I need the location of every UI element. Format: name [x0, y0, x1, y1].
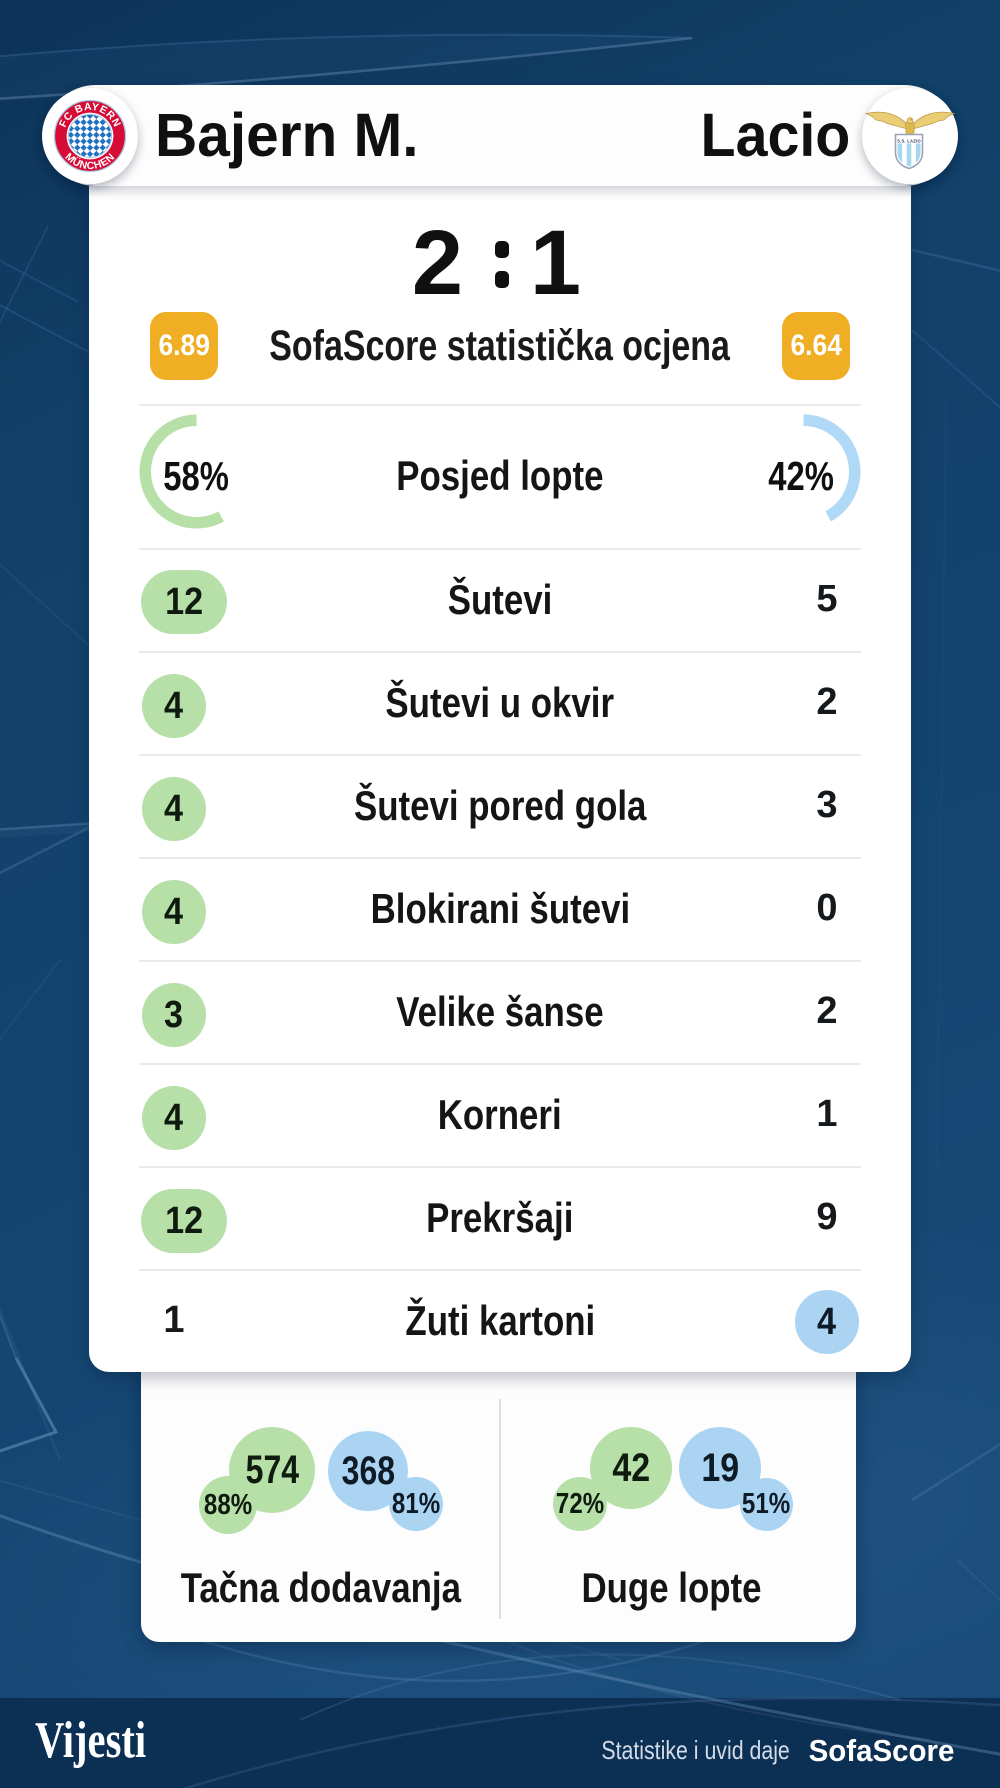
- svg-text:S.S. LAZIO: S.S. LAZIO: [897, 139, 921, 144]
- svg-text:MÜNCHEN: MÜNCHEN: [63, 151, 118, 172]
